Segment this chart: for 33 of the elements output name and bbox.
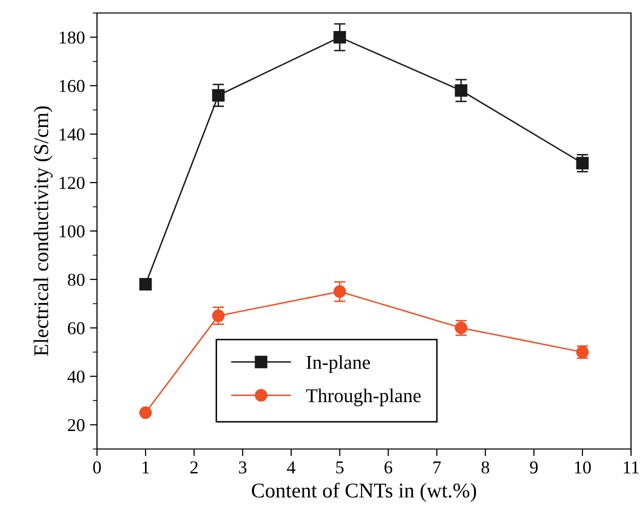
x-tick-label: 0 <box>93 461 101 474</box>
legend-label: In-plane <box>306 355 370 373</box>
x-axis-title: Content of CNTs in (wt.%) <box>252 482 476 502</box>
x-tick-label: 3 <box>238 461 246 474</box>
y-tick-label: 20 <box>68 419 85 432</box>
y-tick-label: 60 <box>68 322 85 334</box>
point <box>576 156 589 170</box>
y-tick-label: 160 <box>60 80 85 92</box>
x-tick-label: 5 <box>336 462 344 474</box>
x-tick-label: 7 <box>433 462 441 474</box>
point <box>333 285 346 298</box>
x-tick-label: 10 <box>575 461 591 474</box>
point <box>212 89 225 102</box>
x-tick-label: 9 <box>530 461 538 474</box>
y-tick-label: 180 <box>60 31 85 44</box>
point <box>333 30 346 44</box>
y-tick-label: 120 <box>60 176 85 189</box>
x-tick-label: 2 <box>190 461 198 474</box>
x-tick-label: 6 <box>384 461 392 474</box>
y-axis-title: Electrical conductivity (S/cm) <box>34 106 53 356</box>
point <box>139 406 152 419</box>
x-tick-label: 8 <box>482 461 490 474</box>
x-tick-label: 4 <box>287 461 296 474</box>
point <box>212 310 225 322</box>
y-tick-label: 40 <box>67 370 85 383</box>
y-tick-label: 100 <box>60 225 85 238</box>
point <box>454 84 468 97</box>
x-tick-label: 11 <box>624 461 639 474</box>
legend-label: Through-plane <box>306 388 421 406</box>
y-tick-label: 80 <box>68 274 85 286</box>
x-tick-label: 1 <box>142 461 149 474</box>
point <box>139 278 152 291</box>
y-tick-label: 140 <box>60 128 85 141</box>
